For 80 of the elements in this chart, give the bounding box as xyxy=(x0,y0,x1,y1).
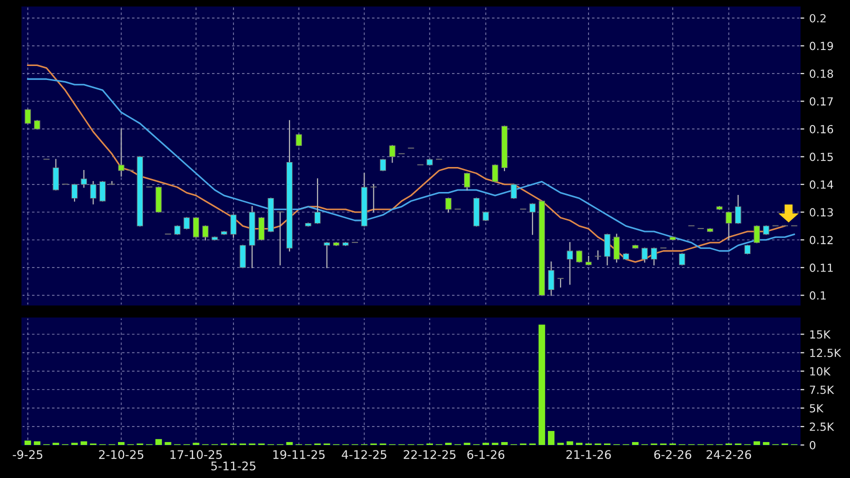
candlestick xyxy=(492,164,498,182)
y-tick-label: 0 xyxy=(810,440,816,450)
x-tick-label: 5-11-25 xyxy=(211,462,256,470)
y-tick-label: 12.5K xyxy=(810,348,842,358)
x-tick-label: 6-2-26 xyxy=(654,450,692,459)
y-tick-label: 7.5K xyxy=(810,386,834,394)
candlestick xyxy=(240,244,246,268)
candlestick xyxy=(445,198,452,213)
candlestick xyxy=(557,278,564,288)
candlestick xyxy=(614,234,620,263)
bar xyxy=(24,440,32,445)
y-tick-label: 0.16 xyxy=(810,124,834,134)
candlestick xyxy=(24,109,31,124)
candlestick xyxy=(118,128,124,177)
candlestick xyxy=(510,184,517,199)
x-tick-label: 17-10-25 xyxy=(170,450,222,459)
bar xyxy=(754,441,760,445)
x-tick-label: 4-12-25 xyxy=(342,450,386,459)
bar xyxy=(155,439,162,445)
bar xyxy=(762,442,770,445)
y-tick-label: 15K xyxy=(810,330,831,339)
x-tick-label: 24-2-26 xyxy=(706,450,752,459)
bar xyxy=(118,442,125,445)
x-tick-label: 22-12-25 xyxy=(404,450,456,459)
candlestick xyxy=(576,250,582,263)
candlestick xyxy=(389,145,396,163)
bar xyxy=(80,441,88,445)
bar xyxy=(286,442,293,445)
x-tick-label: 2-10-25 xyxy=(99,450,144,459)
y-tick-label: 0.13 xyxy=(810,208,833,217)
candlestick xyxy=(90,181,96,204)
candlestick xyxy=(735,194,742,224)
candlestick xyxy=(99,181,106,202)
y-tick-label: 0.14 xyxy=(810,180,834,189)
bar xyxy=(164,442,172,445)
candlestick xyxy=(184,217,190,230)
y-tick-label: 0.18 xyxy=(810,70,834,78)
candlestick xyxy=(642,248,648,263)
candlestick xyxy=(80,170,87,188)
candlestick xyxy=(230,214,236,238)
bar xyxy=(34,441,40,445)
candlestick xyxy=(604,234,610,266)
candlestick xyxy=(754,225,760,244)
candlestick xyxy=(108,181,115,185)
candlestick xyxy=(678,253,686,266)
candlestick xyxy=(650,248,658,266)
candlestick xyxy=(370,184,377,213)
y-tick-label: 2.5K xyxy=(810,422,834,431)
x-tick-label: 19-11-25 xyxy=(273,450,325,459)
candlestick xyxy=(277,211,284,266)
y-tick-label: 0.19 xyxy=(810,42,833,50)
candlestick xyxy=(314,178,321,224)
candlestick xyxy=(380,158,386,172)
y-tick-label: 0.11 xyxy=(810,264,833,272)
bar xyxy=(501,442,508,445)
candlestick xyxy=(71,184,78,202)
y-tick-label: 10K xyxy=(810,367,831,376)
y-tick-label: 0.2 xyxy=(810,14,826,22)
y-tick-label: 0.1 xyxy=(810,291,826,300)
bar xyxy=(538,324,546,445)
candlestick xyxy=(726,212,732,240)
candlestick xyxy=(296,134,302,146)
bar xyxy=(632,442,639,445)
y-tick-label: 0.12 xyxy=(810,236,833,244)
bar xyxy=(566,441,574,445)
candlestick xyxy=(464,172,470,191)
candlestick xyxy=(548,261,554,296)
x-tick-label: 6-1-26 xyxy=(467,450,504,459)
x-tick-label: 21-1-26 xyxy=(566,450,611,459)
candlestick xyxy=(52,158,59,191)
y-tick-label: 0.17 xyxy=(810,97,833,106)
x-tick-label: -9-25 xyxy=(12,450,42,459)
candlestick xyxy=(258,217,265,240)
candlestick xyxy=(566,242,573,285)
bar xyxy=(548,430,554,445)
candlestick xyxy=(192,217,200,238)
y-tick-label: 0.15 xyxy=(810,152,833,162)
candlestick xyxy=(202,225,208,240)
candlestick xyxy=(529,203,536,235)
y-tick-label: 5K xyxy=(810,404,824,412)
